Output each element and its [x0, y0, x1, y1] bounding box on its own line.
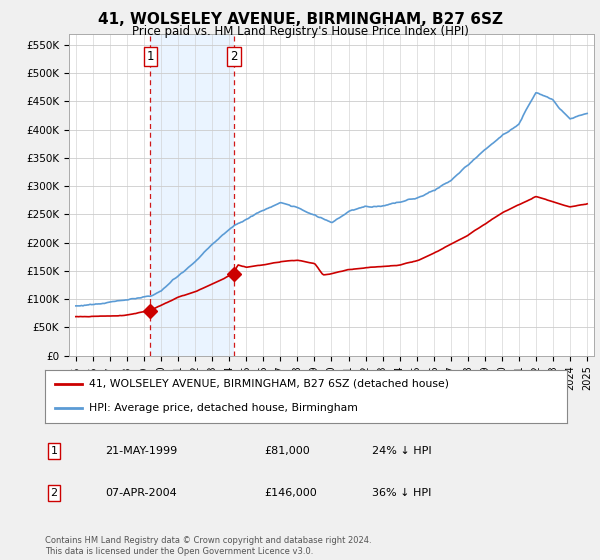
Text: 24% ↓ HPI: 24% ↓ HPI	[372, 446, 431, 456]
Text: 1: 1	[50, 446, 58, 456]
Text: 36% ↓ HPI: 36% ↓ HPI	[372, 488, 431, 498]
Text: 1: 1	[147, 50, 154, 63]
Text: 2: 2	[50, 488, 58, 498]
Text: £146,000: £146,000	[264, 488, 317, 498]
Text: Price paid vs. HM Land Registry's House Price Index (HPI): Price paid vs. HM Land Registry's House …	[131, 25, 469, 38]
Text: 2: 2	[230, 50, 238, 63]
Text: Contains HM Land Registry data © Crown copyright and database right 2024.
This d: Contains HM Land Registry data © Crown c…	[45, 536, 371, 556]
Text: 07-APR-2004: 07-APR-2004	[105, 488, 177, 498]
Text: 21-MAY-1999: 21-MAY-1999	[105, 446, 177, 456]
Text: £81,000: £81,000	[264, 446, 310, 456]
Text: 41, WOLSELEY AVENUE, BIRMINGHAM, B27 6SZ (detached house): 41, WOLSELEY AVENUE, BIRMINGHAM, B27 6SZ…	[89, 379, 449, 389]
Text: HPI: Average price, detached house, Birmingham: HPI: Average price, detached house, Birm…	[89, 403, 358, 413]
Text: 41, WOLSELEY AVENUE, BIRMINGHAM, B27 6SZ: 41, WOLSELEY AVENUE, BIRMINGHAM, B27 6SZ	[97, 12, 503, 27]
Bar	[151, 34, 234, 356]
